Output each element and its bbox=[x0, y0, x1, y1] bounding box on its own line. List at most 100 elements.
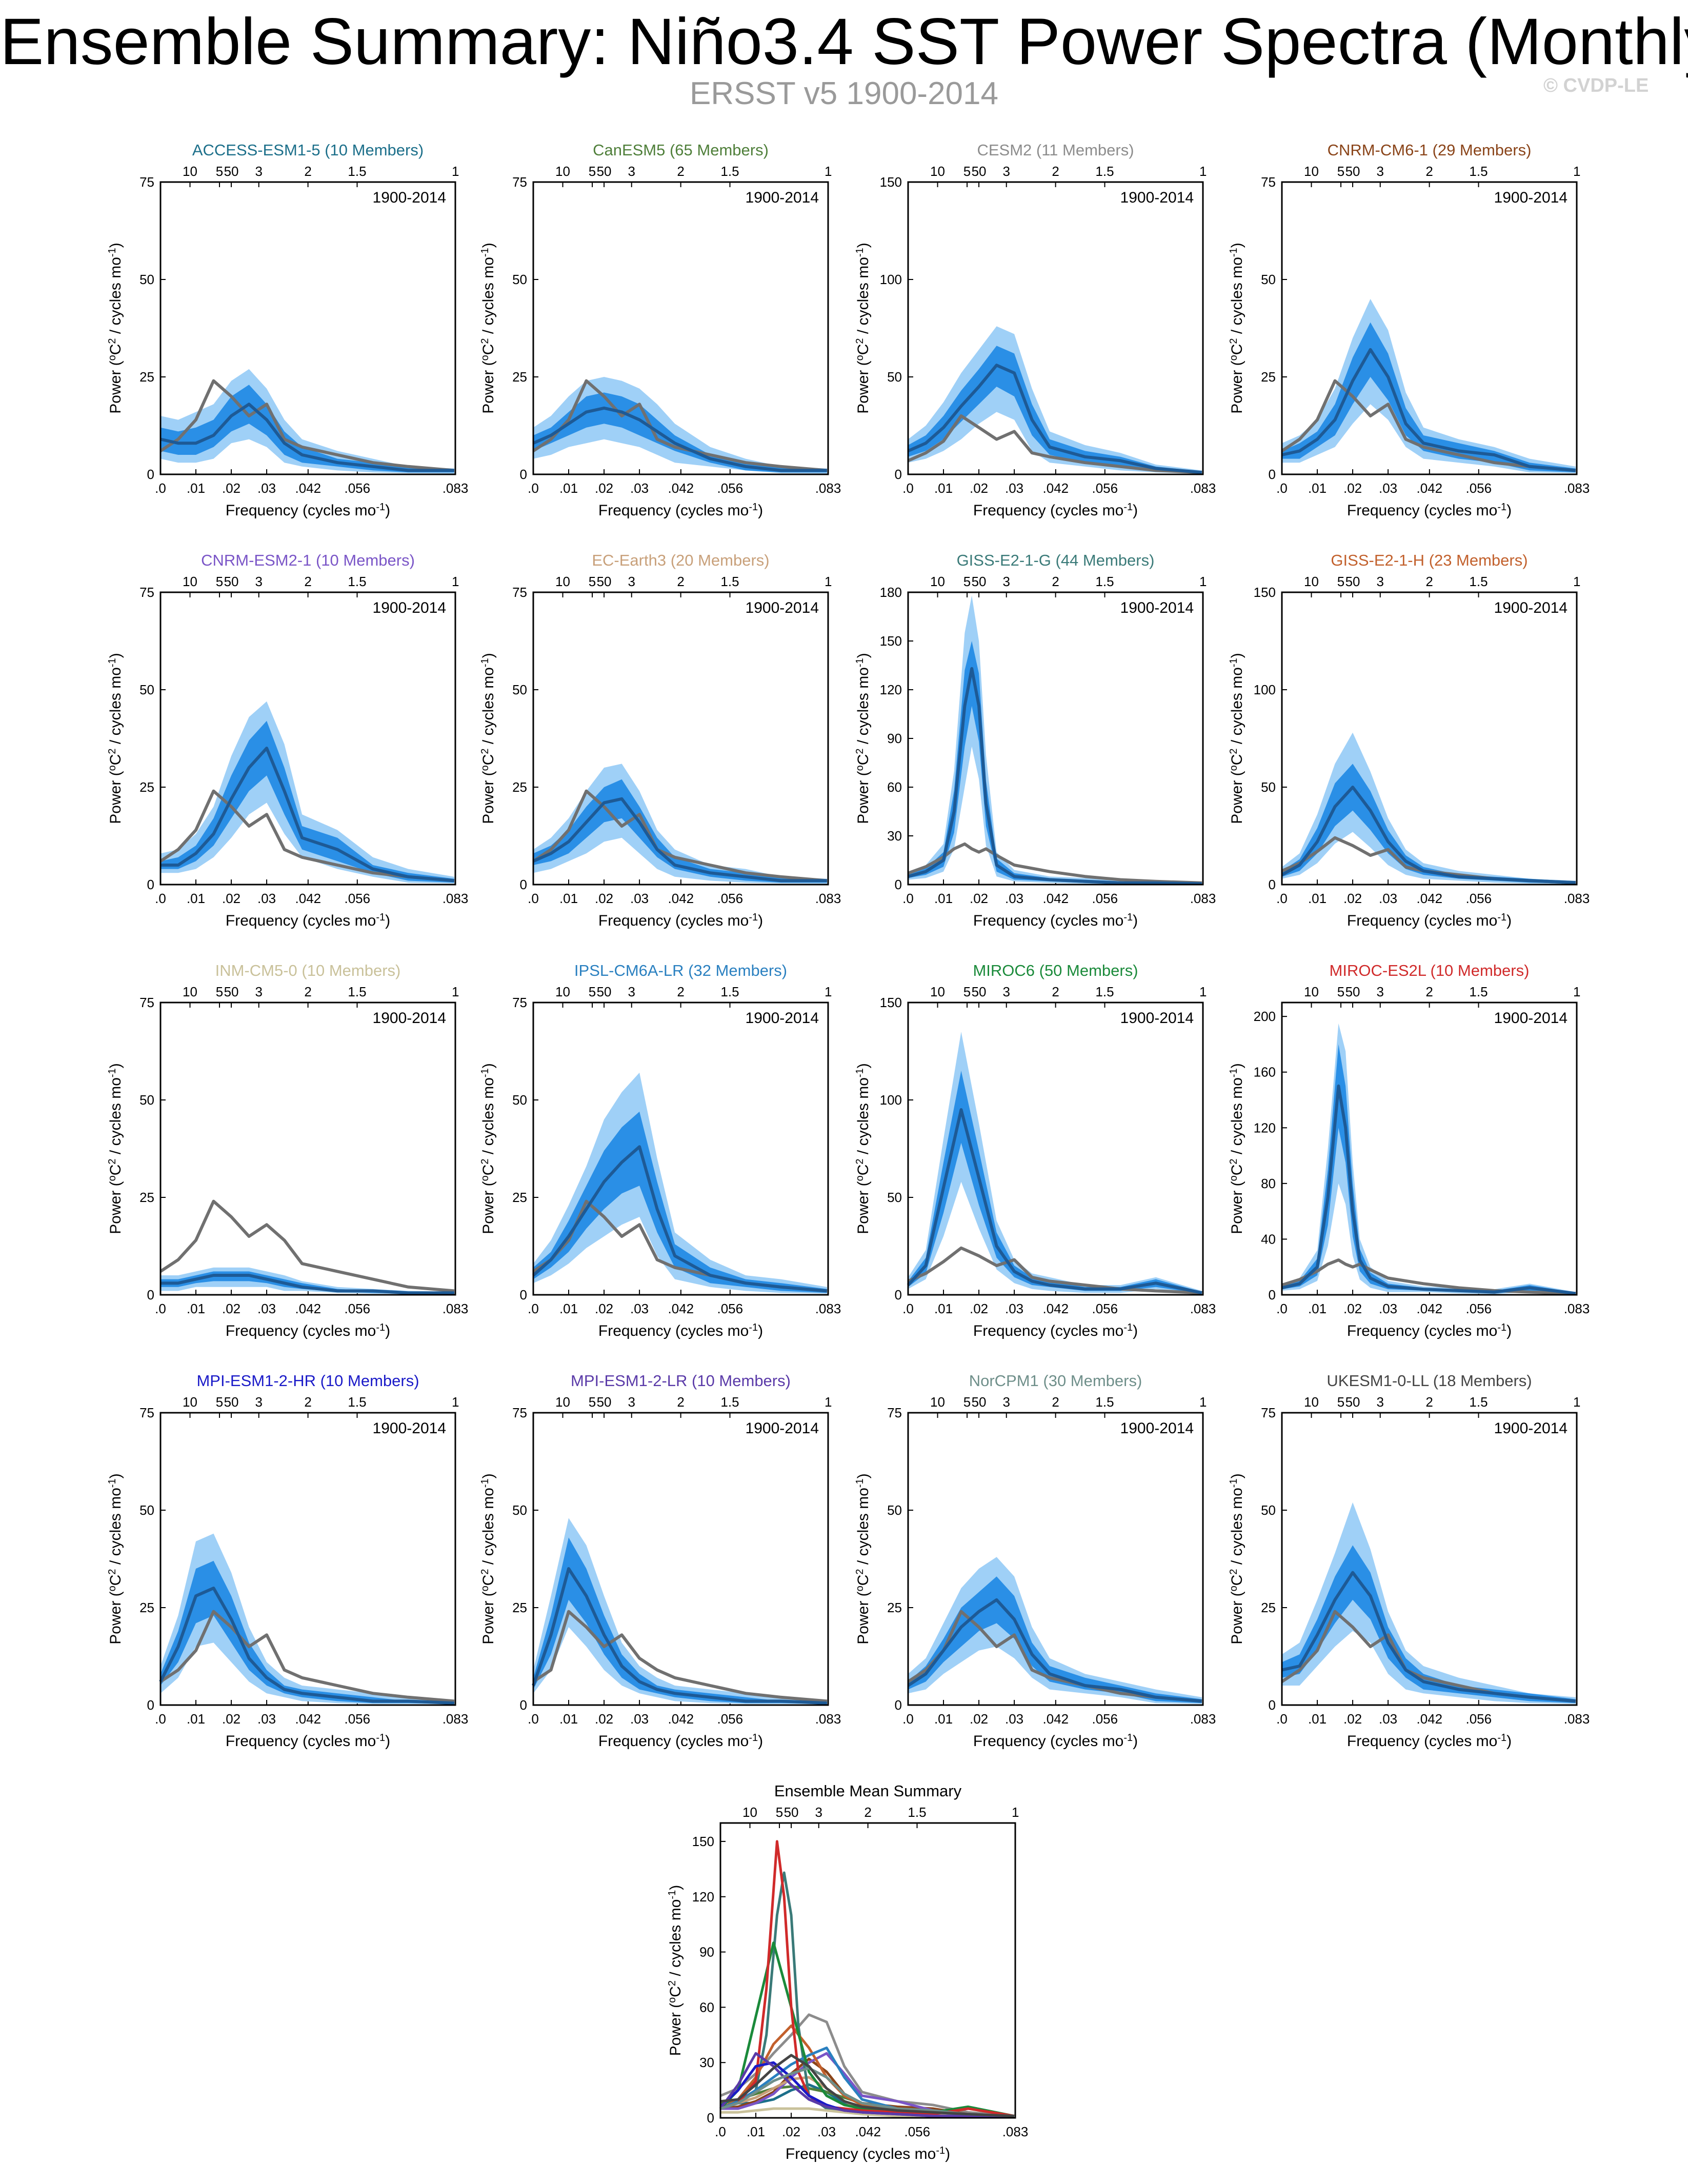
panel-title: MPI-ESM1-2-HR (10 Members) bbox=[196, 1372, 419, 1390]
top-tick-label: 5 bbox=[963, 574, 971, 589]
top-tick-label: 1 bbox=[452, 1394, 459, 1410]
period-label: 1900-2014 bbox=[373, 1420, 446, 1437]
top-tick-label: 1.5 bbox=[1469, 1394, 1488, 1410]
y-tick-label: 60 bbox=[887, 779, 902, 795]
y-tick-label: 25 bbox=[512, 369, 527, 385]
y-tick-label: 160 bbox=[1254, 1065, 1276, 1080]
bottom-tick-label: .083 bbox=[1564, 891, 1590, 906]
ensemble-mean-line bbox=[1281, 1571, 1576, 1703]
bottom-tick-label: .042 bbox=[668, 1711, 694, 1727]
bottom-tick-label: .083 bbox=[1564, 480, 1590, 496]
top-tick-label: 2 bbox=[677, 574, 684, 589]
bottom-tick-label: .02 bbox=[782, 2124, 800, 2139]
bottom-tick-label: .01 bbox=[1308, 1711, 1327, 1727]
top-tick-label: 50 bbox=[597, 1394, 612, 1410]
period-label: 1900-2014 bbox=[1120, 1420, 1194, 1437]
top-tick-label: 5 bbox=[963, 984, 971, 999]
top-tick-label: 5 bbox=[963, 1394, 971, 1410]
top-tick-label: 50 bbox=[224, 574, 239, 589]
observed-spectrum-line bbox=[159, 789, 455, 883]
top-tick-label: 3 bbox=[1003, 164, 1010, 179]
bottom-tick-label: .03 bbox=[1005, 480, 1023, 496]
bottom-tick-label: .083 bbox=[1190, 1301, 1216, 1316]
bottom-tick-label: .01 bbox=[559, 1301, 578, 1316]
y-axis-label: Power (oC2 / cycles mo-1) bbox=[854, 1063, 872, 1234]
y-tick-label: 0 bbox=[1269, 1697, 1276, 1713]
top-tick-label: 10 bbox=[930, 574, 945, 589]
y-tick-label: 0 bbox=[147, 1697, 154, 1713]
y-tick-label: 120 bbox=[880, 682, 902, 697]
copyright-label: © CVDP-LE bbox=[1543, 75, 1649, 96]
top-tick-label: 1.5 bbox=[1095, 984, 1114, 999]
bottom-tick-label: .03 bbox=[257, 1711, 276, 1727]
top-tick-label: 5 bbox=[216, 984, 223, 999]
bottom-tick-label: .02 bbox=[595, 891, 613, 906]
y-tick-label: 25 bbox=[1261, 1600, 1276, 1615]
bottom-tick-label: .0 bbox=[528, 891, 539, 906]
observed-spectrum-line bbox=[1281, 1258, 1576, 1295]
panel-title: GISS-E2-1-G (44 Members) bbox=[957, 551, 1155, 569]
panel-title: GISS-E2-1-H (23 Members) bbox=[1331, 551, 1528, 569]
x-axis-label: Frequency (cycles mo-1) bbox=[598, 1732, 763, 1750]
top-tick-label: 3 bbox=[628, 984, 635, 999]
x-axis-label: Frequency (cycles mo-1) bbox=[973, 502, 1138, 519]
top-tick-label: 1 bbox=[452, 164, 459, 179]
bottom-tick-label: .02 bbox=[1343, 480, 1362, 496]
top-tick-label: 5 bbox=[1337, 1394, 1344, 1410]
bottom-tick-label: .01 bbox=[1308, 480, 1327, 496]
panel-mpi-esm1-2-lr: MPI-ESM1-2-LR (10 Members) 50 10 5 3 2 1.5 1 .0.… bbox=[479, 1372, 841, 1750]
bottom-tick-label: .03 bbox=[1379, 1711, 1397, 1727]
top-tick-label: 3 bbox=[1003, 574, 1010, 589]
y-tick-label: 120 bbox=[692, 1889, 714, 1905]
panel-mpi-esm1-2-hr: MPI-ESM1-2-HR (10 Members) 50 10 5 3 2 1.5 1 .0.… bbox=[107, 1372, 468, 1750]
bottom-tick-label: .0 bbox=[902, 1301, 914, 1316]
y-tick-label: 0 bbox=[1269, 877, 1276, 892]
y-axis-label: Power (oC2 / cycles mo-1) bbox=[479, 243, 497, 413]
top-tick-label: 3 bbox=[1003, 984, 1010, 999]
y-tick-label: 0 bbox=[520, 467, 527, 482]
bottom-tick-label: .02 bbox=[1343, 891, 1362, 906]
top-tick-label: 5 bbox=[589, 164, 596, 179]
top-tick-label: 5 bbox=[216, 164, 223, 179]
top-tick-label: 1 bbox=[452, 984, 459, 999]
panel-title: CNRM-ESM2-1 (10 Members) bbox=[201, 551, 415, 569]
bottom-tick-label: .056 bbox=[904, 2124, 930, 2139]
y-axis-label: Power (oC2 / cycles mo-1) bbox=[1228, 653, 1245, 824]
bottom-tick-label: .02 bbox=[970, 891, 988, 906]
bottom-tick-label: .03 bbox=[1379, 891, 1397, 906]
top-tick-label: 5 bbox=[1337, 164, 1344, 179]
top-tick-label: 50 bbox=[224, 164, 239, 179]
ensemble-mean-line bbox=[160, 1274, 454, 1295]
top-tick-label: 2 bbox=[304, 164, 311, 179]
bottom-tick-label: .03 bbox=[817, 2124, 836, 2139]
spread-band-outer bbox=[908, 595, 1202, 885]
top-tick-label: 3 bbox=[255, 164, 263, 179]
ensemble-mean-line bbox=[907, 364, 1202, 474]
top-tick-label: 2 bbox=[677, 1394, 684, 1410]
plot-frame-top bbox=[907, 1001, 1204, 1296]
spread-band-inner bbox=[908, 346, 1202, 474]
top-tick-label: 1.5 bbox=[348, 1394, 366, 1410]
bottom-tick-label: .042 bbox=[1417, 480, 1443, 496]
plot-frame bbox=[719, 1822, 1016, 2119]
panel-title: MIROC-ES2L (10 Members) bbox=[1330, 961, 1530, 979]
bottom-tick-label: .0 bbox=[155, 1711, 166, 1727]
top-tick-label: 1 bbox=[1199, 984, 1207, 999]
top-tick-label: 50 bbox=[784, 1805, 799, 1820]
bottom-tick-label: .02 bbox=[970, 1301, 988, 1316]
bottom-tick-label: .02 bbox=[595, 1711, 613, 1727]
bottom-tick-label: .083 bbox=[1190, 480, 1216, 496]
y-tick-label: 50 bbox=[139, 272, 154, 287]
bottom-tick-label: .02 bbox=[1343, 1301, 1362, 1316]
plot-frame-top bbox=[532, 591, 829, 886]
bottom-tick-label: .056 bbox=[1465, 1301, 1492, 1316]
bottom-tick-label: .083 bbox=[815, 1301, 841, 1316]
top-tick-label: 1.5 bbox=[720, 1394, 739, 1410]
bottom-tick-label: .02 bbox=[970, 1711, 988, 1727]
summary-line-cnrm-cm6-1 bbox=[720, 2057, 1015, 2117]
spread-band-inner bbox=[160, 1271, 454, 1294]
y-axis-label: Power (oC2 / cycles mo-1) bbox=[479, 1473, 497, 1644]
y-tick-label: 0 bbox=[147, 467, 154, 482]
top-tick-label: 3 bbox=[1377, 984, 1384, 999]
